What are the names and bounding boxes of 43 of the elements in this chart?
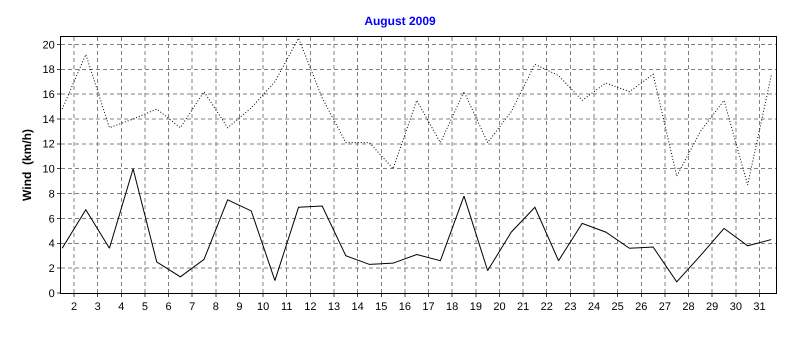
x-tick-label: 10: [256, 301, 270, 314]
x-tick-label: 31: [753, 301, 766, 314]
x-tick-label: 19: [470, 301, 482, 314]
x-tick-label: 21: [516, 301, 530, 314]
x-tick-label: 16: [398, 301, 412, 314]
y-tick-label: 18: [42, 64, 55, 76]
x-tick-label: 26: [635, 301, 648, 314]
x-tick-label: 20: [493, 301, 506, 314]
chart-title: August 2009: [364, 14, 436, 28]
y-tick-label: 16: [42, 89, 55, 102]
x-tick-label: 12: [304, 301, 316, 314]
y-tick-label: 10: [42, 164, 55, 176]
y-axis-title: Wind (km/h): [20, 129, 34, 201]
x-tick-label: 2: [70, 301, 78, 314]
y-tick-label: 0: [48, 288, 55, 300]
x-tick-label: 17: [422, 301, 435, 314]
x-tick-label: 8: [212, 301, 219, 314]
x-tick-label: 7: [189, 301, 196, 314]
x-tick-label: 6: [165, 301, 172, 314]
y-tick-label: 14: [42, 114, 55, 126]
x-tick-label: 24: [588, 301, 600, 314]
x-tick-label: 30: [730, 301, 742, 314]
x-tick-label: 13: [328, 301, 340, 314]
x-tick-label: 14: [352, 301, 364, 314]
y-tick-label: 12: [42, 138, 55, 151]
x-tick-label: 15: [375, 301, 388, 314]
y-tick-label: 6: [48, 213, 55, 226]
y-tick-label: 8: [48, 188, 55, 200]
x-tick-label: 18: [446, 301, 458, 314]
x-tick-label: 27: [658, 301, 672, 314]
x-tick-label: 28: [682, 301, 695, 314]
y-tick-label: 4: [48, 238, 55, 250]
x-tick-label: 22: [540, 301, 553, 314]
x-tick-label: 11: [281, 301, 292, 314]
x-tick-label: 29: [706, 301, 718, 314]
x-tick-label: 25: [612, 301, 624, 314]
x-tick-label: 23: [564, 301, 576, 314]
x-tick-label: 5: [142, 301, 148, 314]
x-tick-label: 3: [94, 301, 101, 314]
y-tick-label: 20: [42, 39, 55, 52]
x-tick-label: 9: [236, 301, 243, 314]
y-tick-label: 2: [48, 263, 55, 275]
x-tick-label: 4: [118, 301, 124, 314]
